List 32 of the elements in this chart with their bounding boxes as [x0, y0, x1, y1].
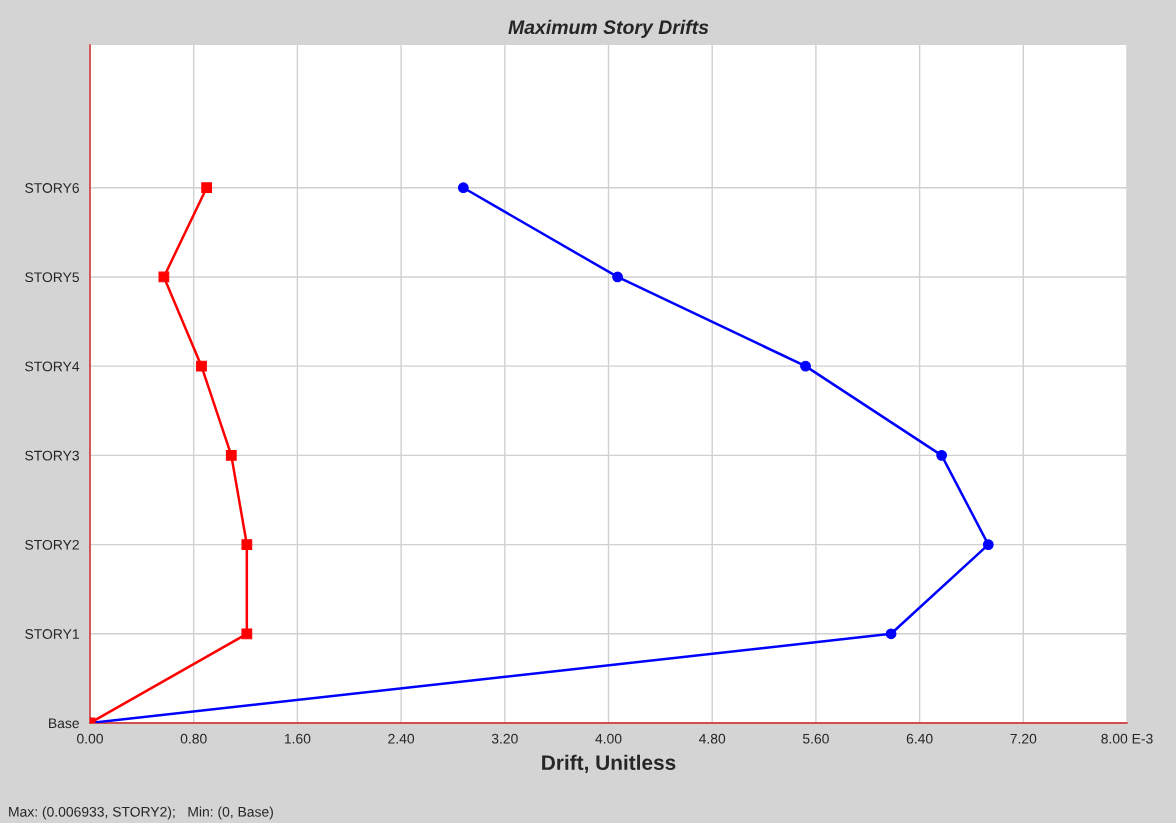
- point: [612, 271, 623, 283]
- x-tick-label: 8.00 E-3: [1101, 733, 1153, 744]
- x-axis-title: Drift, Unitless: [542, 754, 676, 774]
- y-tick-label: STORY4: [25, 361, 80, 372]
- point: [201, 182, 213, 194]
- point: [241, 539, 253, 550]
- point: [885, 628, 897, 640]
- x-tick-label: 1.60: [284, 733, 311, 744]
- point: [936, 449, 948, 461]
- point: [982, 539, 994, 550]
- x-tick-label: 7.20: [1010, 733, 1037, 744]
- x-tick-label: 5.60: [802, 733, 829, 744]
- y-tick-label: STORY6: [25, 183, 79, 193]
- point: [800, 360, 811, 372]
- x-tick-label: 4.80: [699, 733, 726, 744]
- y-tick-label: STORY5: [25, 272, 79, 283]
- x-tick-label: 0.80: [180, 733, 207, 744]
- y-tick-label: STORY1: [25, 629, 79, 639]
- y-tick-label: STORY3: [25, 450, 79, 461]
- point: [225, 449, 237, 461]
- chart-title: Maximum Story Drifts: [508, 19, 709, 38]
- x-tick-label: 3.20: [491, 733, 518, 744]
- point: [241, 628, 253, 640]
- text: Max: (0.006933, STORY2); Min: (0, Base): [9, 806, 273, 820]
- x-tick-label: 4.00: [595, 733, 622, 744]
- y-tick-label: Base: [49, 718, 79, 729]
- x-tick-label: 2.40: [388, 733, 415, 744]
- x-tick-label: 6.40: [906, 733, 933, 744]
- x-tick-label: 0.00: [77, 733, 103, 744]
- point: [457, 182, 469, 194]
- point: [196, 360, 207, 372]
- y-tick-label: STORY2: [25, 539, 79, 550]
